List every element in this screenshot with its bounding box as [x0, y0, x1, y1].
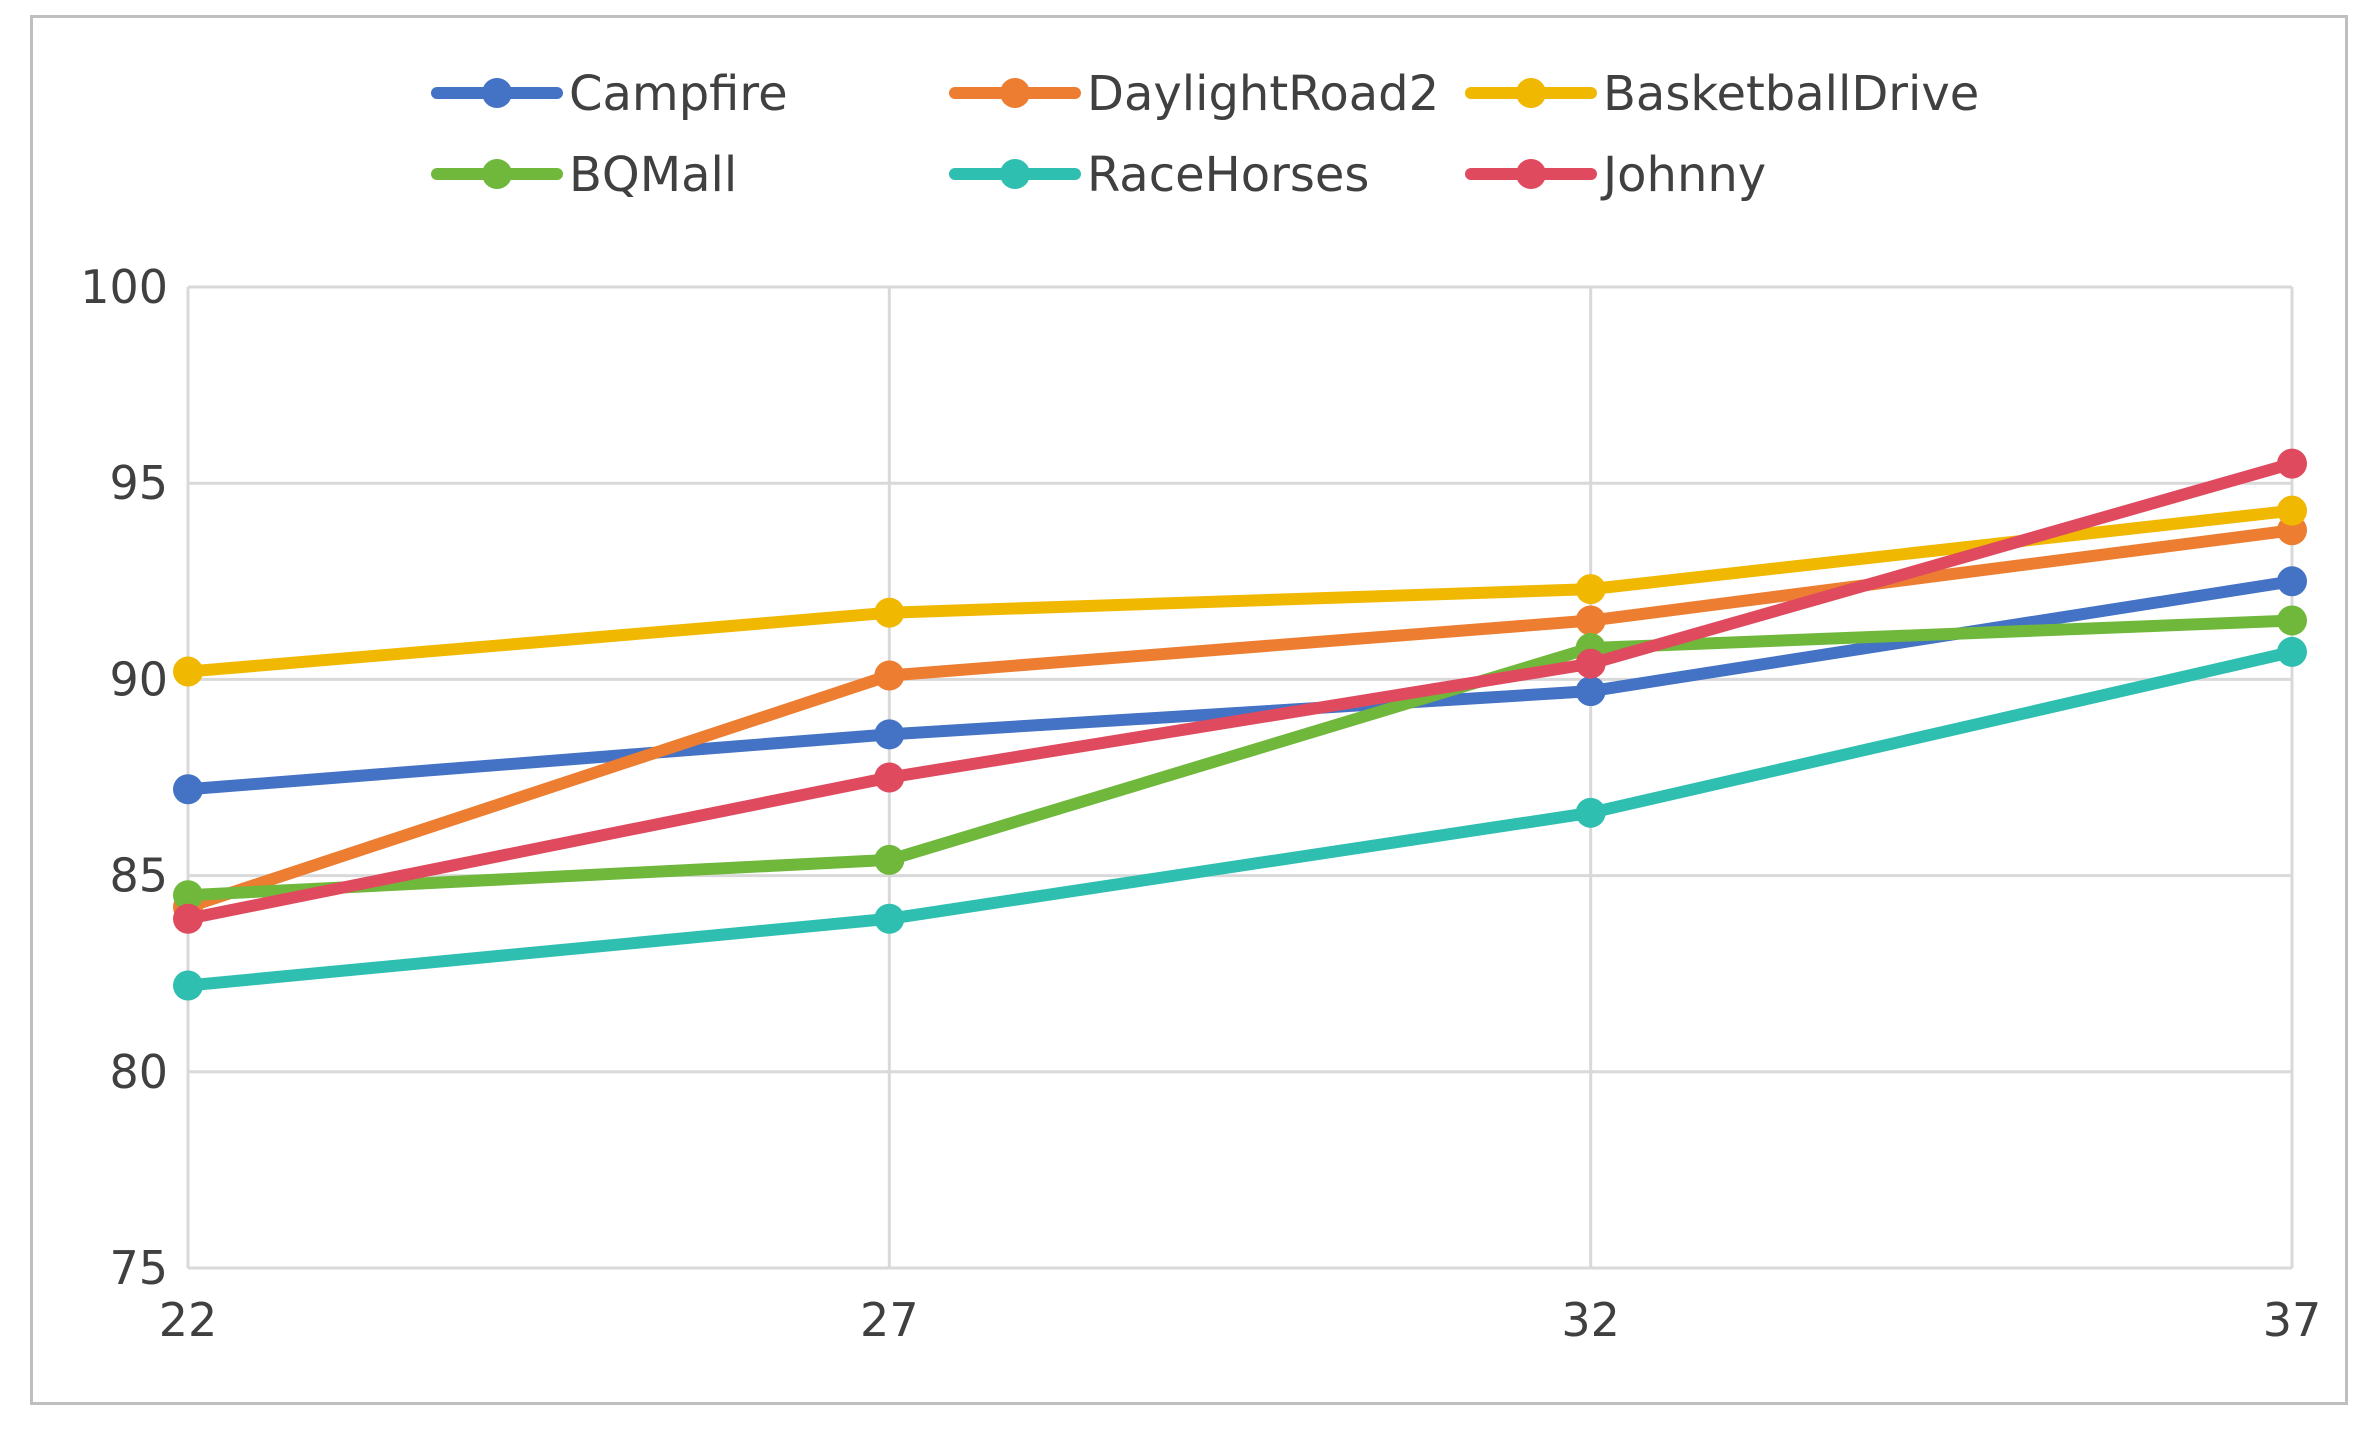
data-point: [2277, 566, 2307, 597]
legend-swatch-marker: [1516, 159, 1546, 189]
legend-label: RaceHorses: [1087, 147, 1369, 203]
data-point: [2277, 495, 2307, 526]
y-tick-label: 75: [109, 1241, 168, 1295]
series-basketballdrive: [173, 495, 2307, 687]
data-point: [874, 719, 905, 750]
data-point: [173, 656, 203, 687]
legend-label: Campfire: [569, 66, 788, 122]
series-line: [182, 524, 2298, 913]
x-tick-label: 27: [860, 1293, 919, 1347]
data-point: [874, 762, 905, 793]
data-point: [2277, 448, 2307, 479]
series-line: [182, 614, 2298, 902]
data-point: [173, 880, 203, 911]
grid-lines: [186, 285, 2294, 1270]
legend-swatch-marker: [482, 78, 512, 108]
legend-item: BQMall: [431, 147, 737, 203]
y-tick-label: 80: [109, 1045, 168, 1099]
legend-item: DaylightRoad2: [949, 66, 1439, 122]
x-tick-label: 32: [1561, 1293, 1620, 1347]
data-point: [874, 597, 905, 628]
data-point: [1575, 574, 1606, 605]
data-point: [173, 903, 203, 934]
legend-swatch-marker: [1000, 159, 1030, 189]
legend-label: BQMall: [569, 147, 737, 203]
legend-label: DaylightRoad2: [1087, 66, 1439, 122]
legend-swatch-marker: [1516, 78, 1546, 108]
legend-swatch-marker: [482, 159, 512, 189]
x-tick-label: 22: [159, 1293, 218, 1347]
y-tick-label: 100: [80, 260, 168, 314]
series-racehorses: [173, 636, 2307, 1001]
data-point: [874, 660, 905, 691]
series-line: [182, 645, 2298, 992]
legend-label: BasketballDrive: [1603, 66, 1979, 122]
legend-item: Johnny: [1465, 147, 1766, 203]
y-tick-label: 90: [109, 652, 168, 706]
legend-swatch-marker: [1000, 78, 1030, 108]
axes: 75 80 85 90 95 100 22 27 32 37: [80, 260, 2321, 1347]
legend-item: BasketballDrive: [1465, 66, 1979, 122]
data-point: [1575, 676, 1606, 707]
data-point: [173, 774, 203, 805]
series-line: [182, 457, 2298, 925]
series-lines: [173, 448, 2307, 1001]
data-point: [1575, 797, 1606, 828]
legend-label: Johnny: [1600, 147, 1766, 203]
series-johnny: [173, 448, 2307, 934]
data-point: [2277, 605, 2307, 636]
legend: Campfire DaylightRoad2 BasketballDrive BQMa…: [431, 66, 1979, 203]
data-point: [1575, 605, 1606, 636]
data-point: [2277, 636, 2307, 667]
legend-item: RaceHorses: [949, 147, 1369, 203]
x-tick-label: 37: [2263, 1293, 2322, 1347]
y-tick-label: 85: [109, 849, 168, 903]
data-point: [173, 970, 203, 1001]
data-point: [874, 844, 905, 875]
series-line: [182, 504, 2298, 678]
y-tick-label: 95: [109, 456, 168, 510]
data-point: [1575, 648, 1606, 679]
legend-item: Campfire: [431, 66, 788, 122]
data-point: [874, 903, 905, 934]
